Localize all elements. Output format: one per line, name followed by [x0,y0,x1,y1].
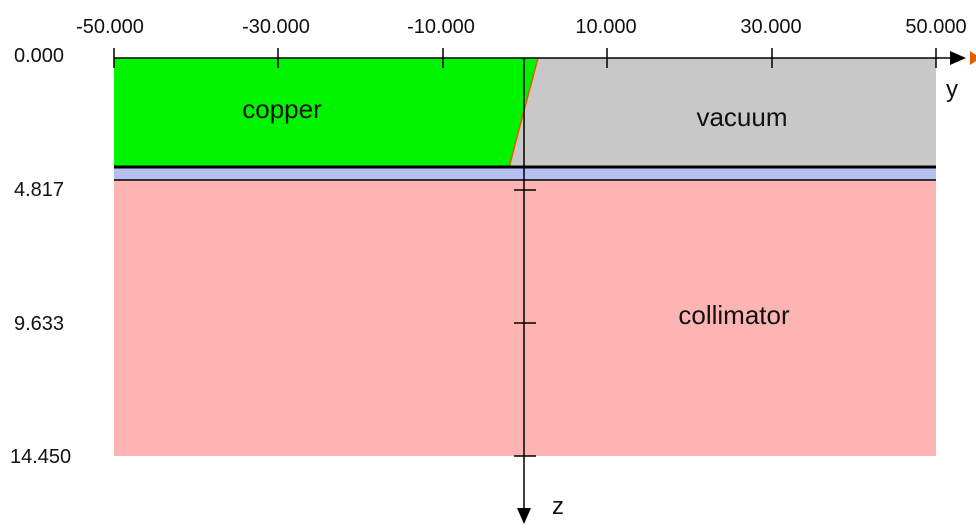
copper-region [114,58,538,167]
z-tick-label: 4.817 [14,179,64,201]
z-tick-label: 9.633 [14,313,64,335]
y-axis: -50.000 -30.000 -10.000 10.000 30.000 50… [76,16,976,103]
vacuum-label: vacuum [696,102,787,132]
y-tick-label: 50.000 [905,16,966,38]
regions [114,57,936,456]
y-tick-label: 10.000 [575,16,636,38]
y-tick-label: -50.000 [76,16,144,38]
z-tick-label: 14.450 [10,446,71,468]
z-tick-label: 0.000 [14,45,64,67]
z-axis: 0.000 4.817 9.633 14.450 z [10,45,564,524]
z-axis-label: z [552,493,564,520]
z-axis-arrowhead-icon [517,508,531,524]
y-axis-arrow-accent-icon [970,51,976,65]
y-axis-arrowhead-icon [950,51,966,65]
y-tick-label: -10.000 [407,16,475,38]
copper-label: copper [242,94,322,124]
collimator-label: collimator [678,300,790,330]
y-axis-label: y [946,76,958,103]
collimator-region [114,180,936,456]
y-tick-label: -30.000 [242,16,310,38]
y-tick-label: 30.000 [740,16,801,38]
interface-layer [114,167,936,180]
